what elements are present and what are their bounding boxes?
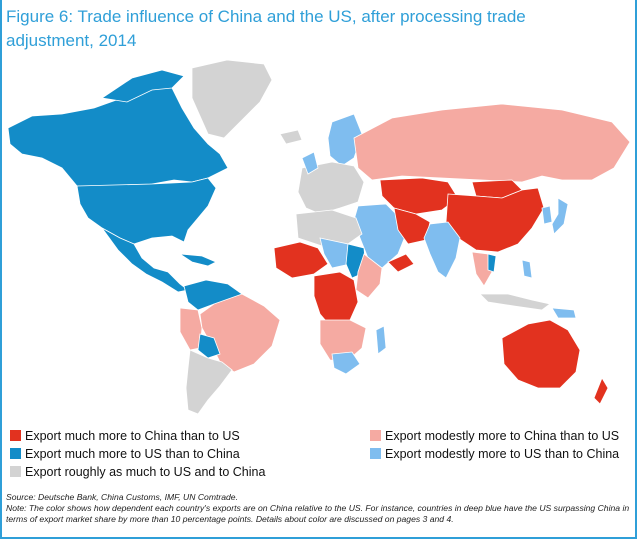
region-oman	[387, 253, 415, 273]
region-southeast-asia	[471, 251, 493, 287]
region-philippines	[521, 259, 533, 279]
region-korea	[541, 205, 553, 225]
legend-swatch-modest-us	[370, 448, 381, 459]
region-south-africa	[331, 351, 361, 375]
region-east-africa	[355, 253, 383, 299]
legend-item-modest-china: Export modestly more to China than to US	[370, 428, 619, 444]
region-west-africa	[273, 241, 329, 279]
region-russia	[353, 103, 631, 183]
region-central-asia	[379, 177, 459, 215]
region-brazil	[199, 293, 281, 373]
region-vietnam	[487, 253, 497, 273]
region-china	[445, 187, 545, 253]
legend-label: Export modestly more to US than to China	[385, 447, 620, 461]
region-new-zealand	[593, 377, 609, 405]
region-niger-chad	[319, 237, 351, 269]
region-scandinavia	[327, 113, 363, 167]
region-iceland	[279, 129, 303, 145]
region-papua	[551, 307, 577, 319]
legend-swatch-roughly-equal	[10, 466, 21, 477]
legend-item-much-china: Export much more to China than to US	[10, 428, 240, 444]
legend-label: Export much more to China than to US	[25, 429, 240, 443]
region-arctic-islands	[100, 69, 185, 103]
world-map	[7, 59, 631, 415]
note-text: Note: The color shows how dependent each…	[6, 503, 630, 524]
legend-label: Export much more to US than to China	[25, 447, 240, 461]
legend-swatch-much-us	[10, 448, 21, 459]
source-text: Source: Deutsche Bank, China Customs, IM…	[6, 492, 238, 502]
region-india	[423, 221, 461, 279]
region-australia	[501, 319, 581, 389]
legend-swatch-modest-china	[370, 430, 381, 441]
legend-item-modest-us: Export modestly more to US than to China	[370, 446, 619, 462]
figure-title: Figure 6: Trade influence of China and t…	[6, 5, 606, 53]
region-bolivia	[197, 333, 221, 359]
map-legend: Export much more to China than to US Exp…	[10, 428, 630, 482]
region-japan	[551, 197, 569, 235]
region-madagascar	[375, 325, 387, 355]
legend-item-much-us: Export much more to US than to China	[10, 446, 240, 462]
figure-title-line-2: adjustment, 2014	[6, 31, 137, 50]
region-greenland	[191, 59, 273, 139]
region-western-europe	[297, 161, 365, 215]
region-caribbean	[179, 253, 217, 267]
figure-title-line-1: Figure 6: Trade influence of China and t…	[6, 7, 526, 26]
region-usa	[76, 177, 217, 245]
source-note: Source: Deutsche Bank, China Customs, IM…	[6, 492, 630, 525]
region-uk	[301, 151, 319, 175]
legend-label: Export roughly as much to US and to Chin…	[25, 465, 266, 479]
region-argentina	[185, 349, 233, 415]
legend-item-roughly-equal: Export roughly as much to US and to Chin…	[10, 464, 265, 480]
legend-label: Export modestly more to China than to US	[385, 429, 620, 443]
region-north-africa	[295, 209, 363, 247]
region-indonesia	[479, 293, 551, 311]
legend-swatch-much-china	[10, 430, 21, 441]
